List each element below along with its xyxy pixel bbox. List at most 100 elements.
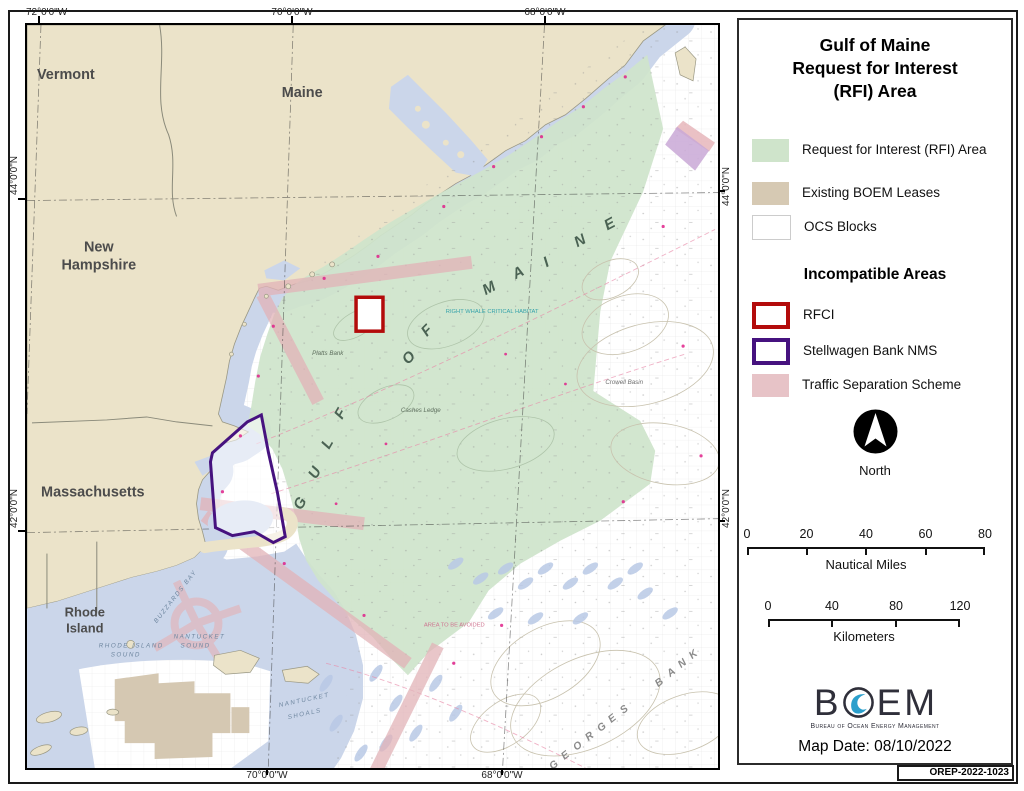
- scalebar-unit-label: Kilometers: [833, 629, 895, 644]
- bays: [194, 74, 488, 476]
- scalebar-tick: [805, 547, 808, 555]
- map-title-line1: Gulf of Maine: [819, 35, 931, 55]
- label-crowell-basin: Crowell Basin: [605, 379, 643, 386]
- label-cashes-ledge: Cashes Ledge: [401, 407, 441, 414]
- shoal-patches: [319, 557, 678, 762]
- scalebar-tick: [958, 619, 960, 627]
- scalebar-nautical-miles: 0 20 40 60 80 Nautical Miles: [744, 526, 992, 578]
- label-area-to-be-avoided: AREA TO BE AVOIDED: [424, 622, 485, 628]
- tick-right-44n: [718, 190, 725, 192]
- map-title-line3: (RFI) Area: [833, 80, 917, 101]
- coord-top-70w: 70°0'0"W: [271, 7, 313, 18]
- logo-letter-m: M: [904, 682, 937, 723]
- tick-bottom-70w: [266, 768, 268, 775]
- scalebar-tick: [830, 619, 833, 627]
- label-new-hampshire-1: New: [84, 239, 114, 255]
- label-nantucket-sound-2: SOUND: [181, 642, 211, 649]
- map-title: Gulf of Maine Request for Interest (RFI)…: [739, 34, 1011, 102]
- coord-left-42n: 42°0'0"N: [9, 489, 20, 528]
- legend-item-rfi-area: Request for Interest (RFI) Area: [752, 128, 987, 172]
- tick-top-68w: [544, 16, 546, 23]
- scalebar-tick: [865, 547, 867, 555]
- rfi-area-swatch: [752, 138, 789, 162]
- legend-item-tss: Traffic Separation Scheme: [752, 371, 961, 399]
- ocs-blocks-swatch: [752, 214, 791, 240]
- label-whale-habitat: RIGHT WHALE CRITICAL HABITAT: [446, 309, 539, 315]
- label-vermont: Vermont: [37, 67, 95, 83]
- precautionary-area: [152, 579, 242, 666]
- label-rhode-island-2: Island: [66, 620, 104, 635]
- tss-swatch: [752, 373, 789, 397]
- scale-tick-label: 80: [889, 599, 904, 613]
- scalebar-tick: [924, 547, 927, 555]
- scalebar-tick: [747, 547, 749, 555]
- svg-text:G: G: [548, 759, 561, 768]
- map-title-line2: Request for Interest: [792, 57, 958, 78]
- boem-logo-letters: B E M: [739, 684, 1011, 721]
- legend-label: OCS Blocks: [804, 219, 877, 235]
- incompatible-areas-heading: Incompatible Areas: [803, 266, 947, 283]
- scalebar-tick: [895, 619, 898, 627]
- legend-label: Stellwagen Bank NMS: [803, 343, 938, 359]
- coord-bottom-68w: 68°0'0"W: [481, 770, 523, 781]
- north-label: North: [859, 463, 891, 478]
- coord-left-44n: 44°0'0"N: [9, 156, 20, 195]
- north-arrow-block: North: [739, 408, 1011, 478]
- stellwagen-swatch: [752, 337, 790, 365]
- legend-item-rfci: RFCI: [752, 300, 835, 330]
- legend-item-stellwagen: Stellwagen Bank NMS: [752, 336, 937, 366]
- boem-logo: B E M Bureau of Ocean Energy Management: [739, 684, 1011, 730]
- legend-label: Traffic Separation Scheme: [802, 377, 962, 393]
- stellwagen-bank-nms: [208, 412, 287, 545]
- legend-panel: Gulf of Maine Request for Interest (RFI)…: [737, 18, 1013, 765]
- coord-right-42n: 42°0'0"N: [721, 489, 732, 528]
- rfci-swatch: [752, 301, 790, 329]
- page-border: [8, 10, 1018, 784]
- label-platts-bank: Platts Bank: [312, 350, 344, 357]
- tick-right-42n: [718, 520, 725, 522]
- scale-tick-label: 40: [859, 527, 873, 541]
- boem-logo-tagline: Bureau of Ocean Energy Management: [810, 723, 940, 730]
- coord-bottom-70w: 70°0'0"W: [246, 770, 288, 781]
- tick-bottom-68w: [501, 768, 503, 775]
- label-massachusetts: Massachusetts: [41, 485, 145, 501]
- coord-right-44n: 44°0'0"N: [721, 167, 732, 206]
- legend-item-boem-leases: Existing BOEM Leases: [752, 180, 940, 206]
- nautical-chart: Vermont Maine New Hampshire Massachusett…: [27, 25, 718, 768]
- state-borders: [31, 25, 213, 614]
- scale-tick-label: 60: [918, 527, 933, 541]
- north-arrow-icon: [853, 409, 897, 454]
- scale-tick-label: 120: [949, 599, 971, 613]
- scale-tick-label: 80: [978, 527, 992, 541]
- scalebar-tick: [768, 619, 770, 627]
- map-canvas: Vermont Maine New Hampshire Massachusett…: [25, 23, 720, 770]
- map-date: Map Date: 08/10/2022: [798, 738, 952, 755]
- state-labels: Vermont Maine New Hampshire Massachusett…: [37, 67, 323, 636]
- tick-top-72w: [38, 16, 40, 23]
- label-rhode-island-sound-1: RHODE ISLAND: [99, 642, 164, 649]
- depth-contours: [470, 258, 718, 757]
- islands: [30, 46, 697, 756]
- chart-dashed-lines: [256, 229, 716, 768]
- label-maine: Maine: [282, 85, 323, 101]
- label-nantucket-sound-1: NANTUCKET: [174, 633, 226, 640]
- scalebar-tick: [983, 547, 985, 555]
- label-rhode-island-1: Rhode: [65, 604, 105, 619]
- rfci-area: [354, 295, 385, 333]
- legend-label: Existing BOEM Leases: [802, 185, 941, 201]
- coord-top-72w: 72°0'0"W: [26, 7, 68, 18]
- scale-tick-label: 0: [764, 599, 772, 613]
- northeast-tss: [665, 120, 716, 171]
- nav-aid-markers: [220, 75, 703, 665]
- label-rhode-island-sound-2: SOUND: [111, 651, 141, 658]
- doc-number: OREP-2022-1023: [897, 765, 1014, 781]
- logo-wave-o-icon: [842, 687, 874, 718]
- legend-item-ocs-blocks: OCS Blocks: [752, 214, 877, 240]
- scalebar-line: [768, 619, 960, 621]
- tick-top-70w: [291, 16, 293, 23]
- scalebar-unit-label: Nautical Miles: [825, 557, 907, 572]
- boem-leases-swatch: [752, 181, 789, 205]
- graticule: [27, 25, 718, 768]
- scalebar-kilometers: 0 40 80 120 Kilometers: [764, 598, 971, 650]
